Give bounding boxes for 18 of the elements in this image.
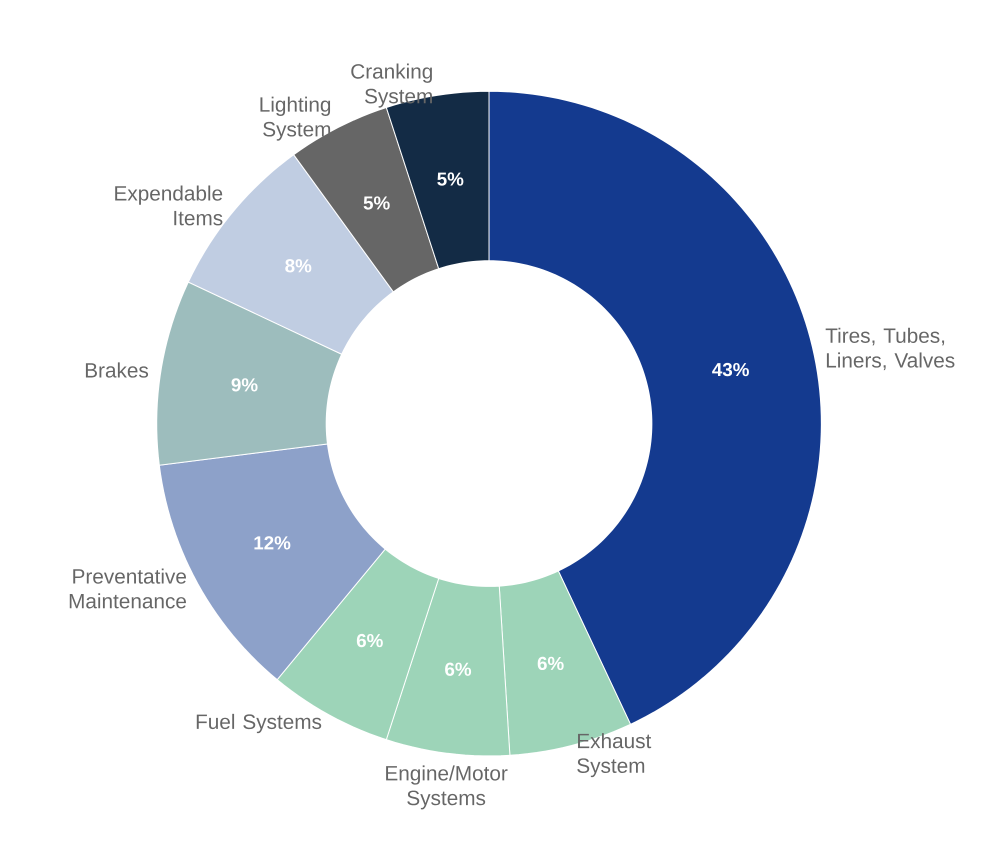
data-label: 12% <box>254 536 290 550</box>
slice-label: Exhaust System <box>577 732 652 778</box>
slice-label: Cranking System <box>351 63 432 108</box>
slice-label: Preventative Maintenance <box>70 568 186 608</box>
slice-label: Engine/Motor Systems <box>386 765 508 810</box>
data-label: 6% <box>538 656 564 670</box>
data-label: 6% <box>356 634 383 648</box>
data-label: 5% <box>437 172 464 186</box>
slice-label: Fuel Systems <box>196 714 322 734</box>
slice-label: Expendable Items <box>115 185 222 226</box>
data-label: 9% <box>232 378 258 392</box>
data-label: 8% <box>285 259 312 272</box>
slice-label: Lighting System <box>260 96 330 141</box>
slice-label: Brakes <box>86 362 148 378</box>
data-label: 43% <box>712 362 749 376</box>
slice-label: Tires, Tubes, Liners, Valves <box>826 328 954 370</box>
data-label: 6% <box>445 662 472 676</box>
data-label: 5% <box>364 196 390 210</box>
